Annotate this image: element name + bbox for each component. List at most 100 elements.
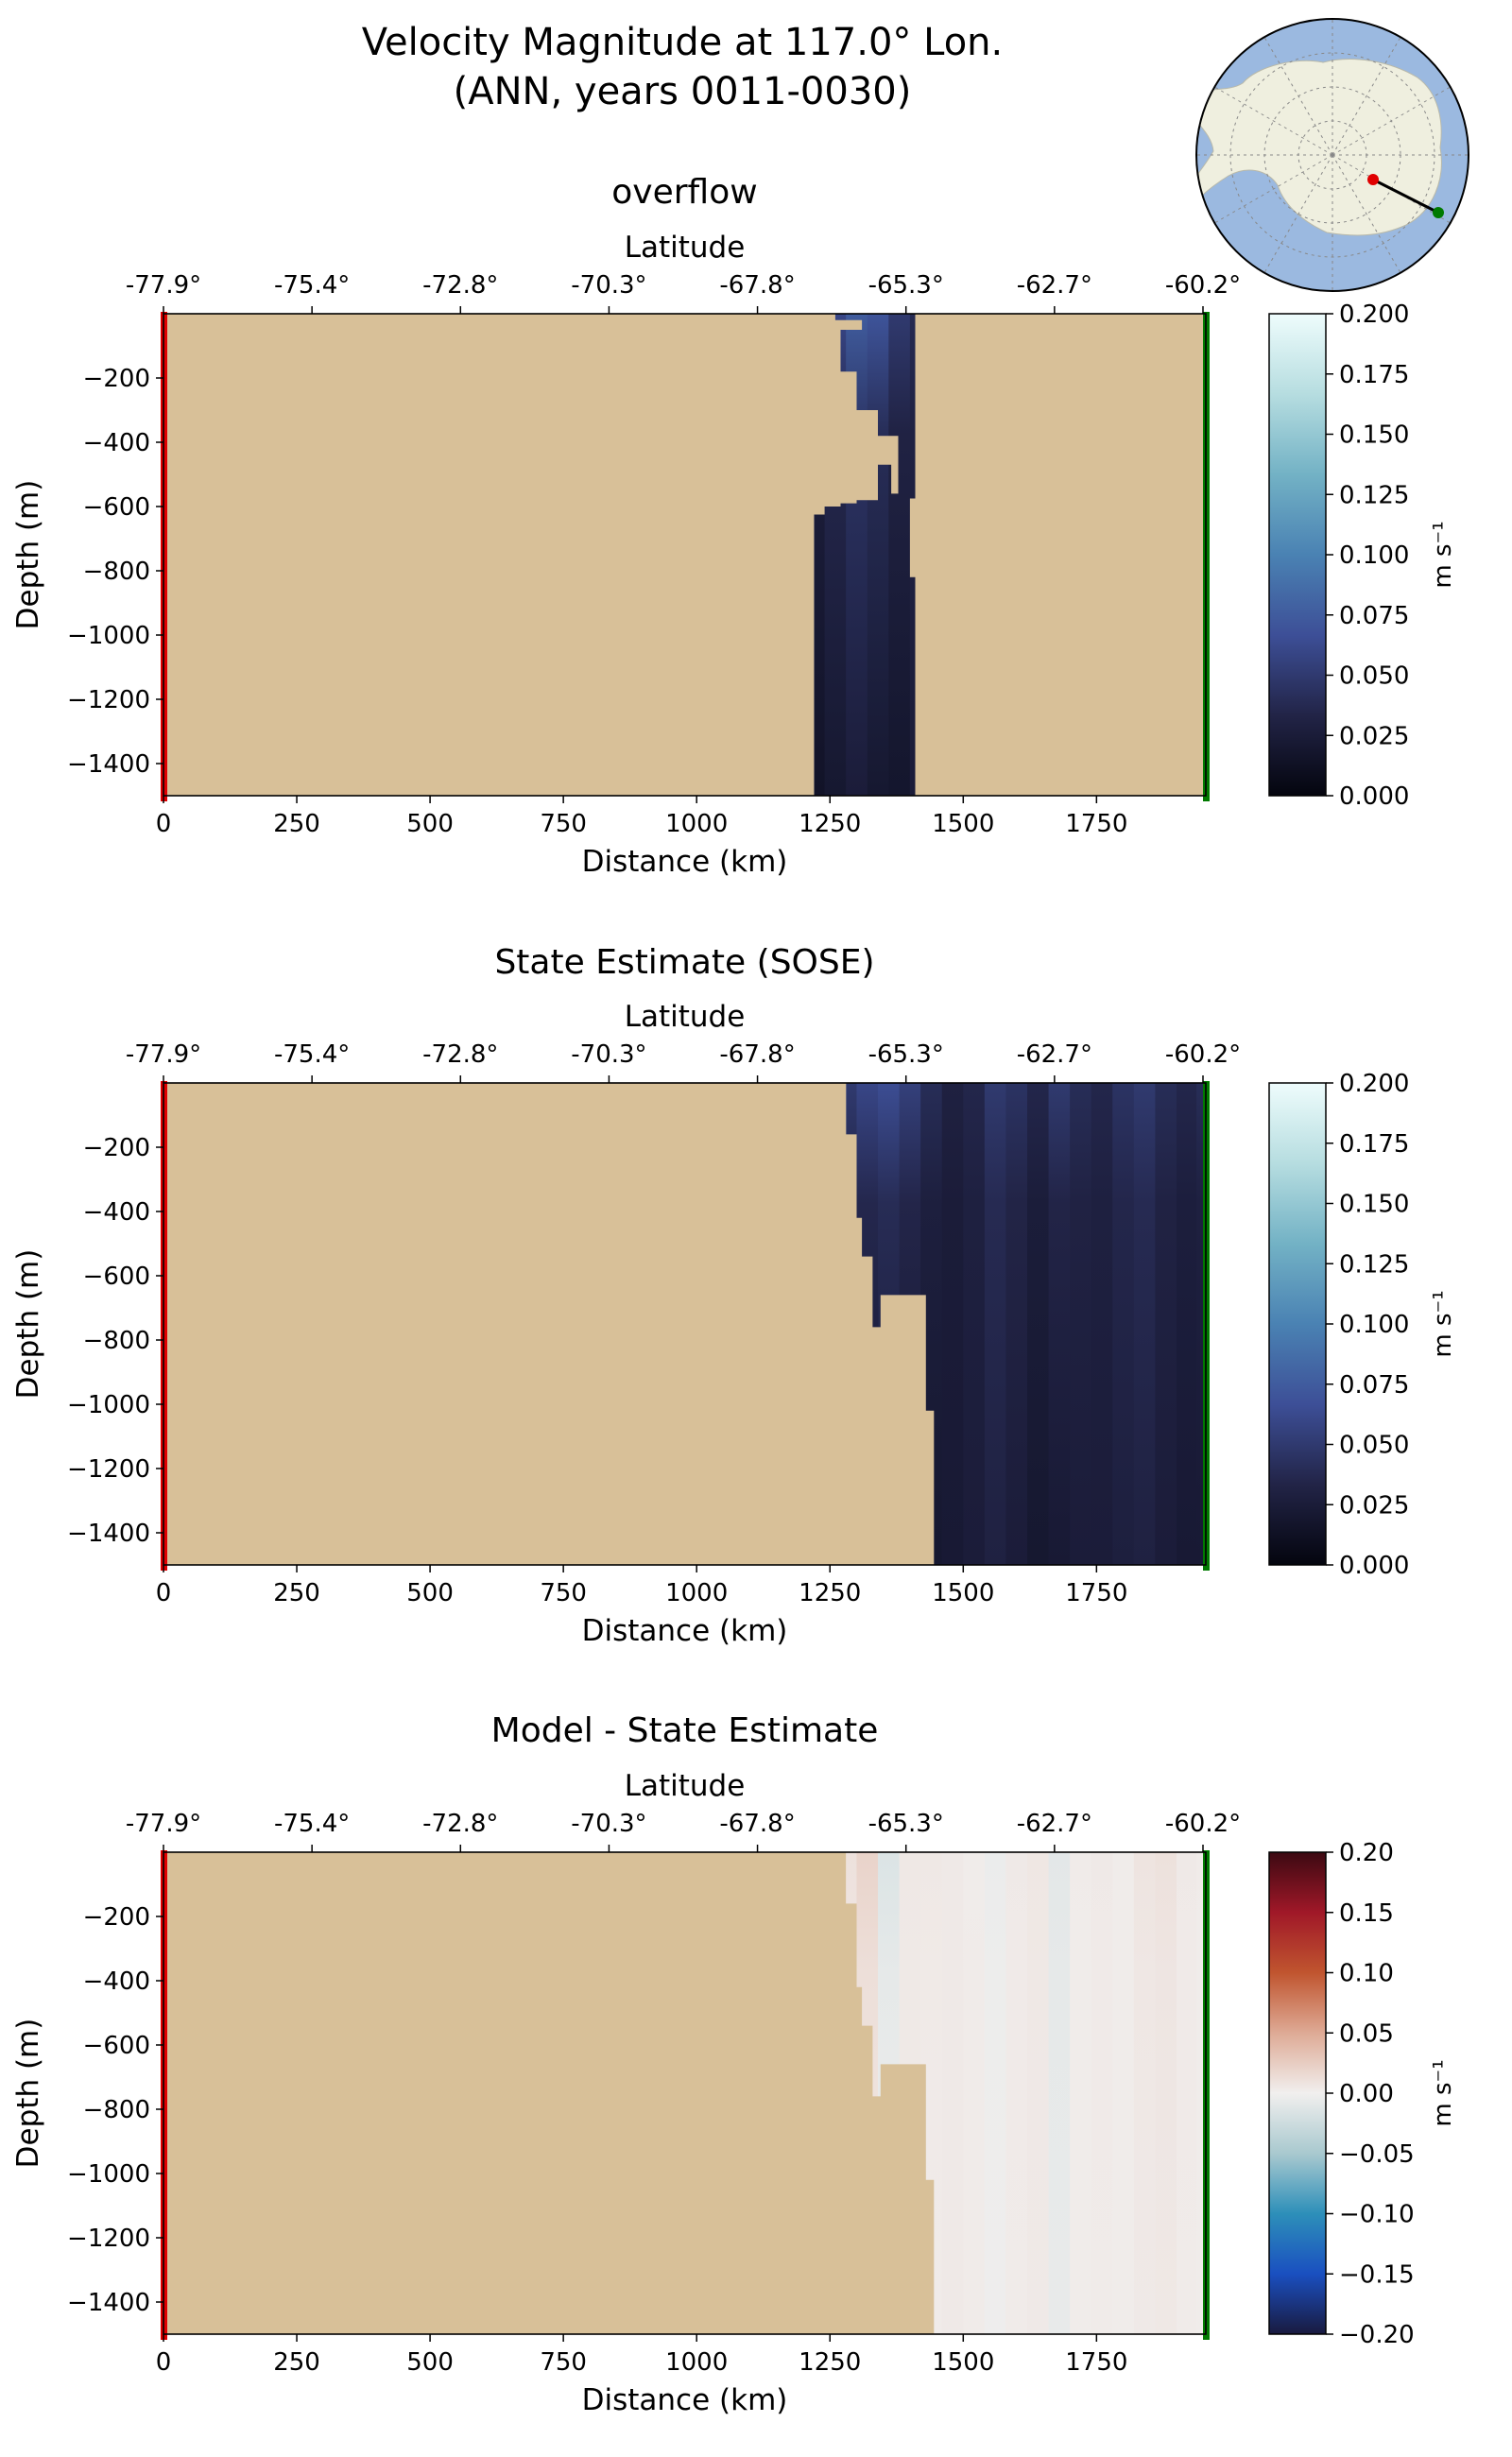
ocean-column [814, 314, 826, 796]
x-tick-label: 500 [406, 1579, 454, 1607]
x-tick-label: 1750 [1065, 2348, 1127, 2377]
colorbar-tick-label: −0.10 [1339, 2201, 1415, 2229]
x-axis-label: Distance (km) [582, 1614, 788, 1648]
x-tick-label: 1500 [932, 810, 994, 838]
map-transect-line [1372, 178, 1439, 215]
x-tick-label: 500 [406, 2348, 454, 2377]
colorbar-tick-label: 0.050 [1339, 662, 1409, 691]
top-axis-label: Latitude [625, 1769, 746, 1803]
panel-3: Model - State Estimate Latitude -77.9° -75.… [11, 1711, 1457, 2417]
ocean-column [1133, 1083, 1157, 1565]
colorbar-tick-label: 0.125 [1339, 1250, 1409, 1279]
top-tick-label: -67.8° [719, 1810, 795, 1838]
y-tick-label: −1000 [67, 2160, 150, 2189]
y-tick-label: −400 [83, 1198, 150, 1227]
colorbar-tick-label: 0.10 [1339, 1960, 1394, 1988]
inset-map [1195, 18, 1469, 292]
colorbar-scale [1268, 313, 1327, 797]
axes-frame [163, 313, 1207, 797]
x-tick-label: 500 [406, 810, 454, 838]
ocean-column [984, 1083, 1007, 1565]
x-tick-label: 1250 [799, 810, 861, 838]
x-tick-label: 0 [156, 2348, 172, 2377]
x-axis-label: Distance (km) [582, 845, 788, 879]
colorbar-tick-label: 0.100 [1339, 1311, 1409, 1339]
colorbar-tick-label: 0.050 [1339, 1432, 1409, 1460]
map-graticule [1196, 19, 1469, 291]
x-tick-label: 250 [273, 810, 320, 838]
y-axis-label: Depth (m) [11, 1249, 45, 1400]
colorbar-tick-label: 0.20 [1339, 1839, 1394, 1867]
land-mask [163, 1083, 935, 1565]
panel-2: State Estimate (SOSE) Latitude -77.9° -75.4… [11, 943, 1457, 1648]
figure-title-line2: (ANN, years 0011-0030) [454, 70, 912, 113]
top-tick-label: -70.3° [571, 271, 646, 300]
colorbar-label: m s⁻¹ [1429, 1290, 1457, 1357]
colorbar-scale [1268, 1851, 1327, 2335]
ocean-column [1196, 1852, 1206, 2334]
ocean-column [1005, 1083, 1028, 1565]
ocean-column [1091, 1083, 1113, 1565]
x-tick-label: 0 [156, 1579, 172, 1607]
ocean-column [1155, 1083, 1177, 1565]
ocean-column [1048, 1852, 1071, 2334]
x-tick-label: 1000 [665, 2348, 728, 2377]
ocean-column [1070, 1852, 1092, 2334]
ocean-column [984, 1852, 1007, 2334]
x-tick-label: 1750 [1065, 1579, 1127, 1607]
ocean-column [888, 314, 911, 796]
x-tick-label: 250 [273, 2348, 320, 2377]
top-tick-label: -75.4° [274, 1040, 350, 1069]
colorbar-tick-label: 0.175 [1339, 1130, 1409, 1159]
colorbar-tick-label: 0.125 [1339, 481, 1409, 509]
ocean-column [1026, 1083, 1050, 1565]
top-tick-label: -77.9° [126, 271, 201, 300]
map-transect-end [1433, 207, 1444, 218]
colorbar-tick-label: 0.000 [1339, 1552, 1409, 1580]
top-axis-label: Latitude [625, 1000, 746, 1034]
colorbar-scale [1268, 1082, 1327, 1566]
top-tick-label: -67.8° [719, 271, 795, 300]
x-tick-label: 1000 [665, 1579, 728, 1607]
y-tick-label: −1400 [67, 2289, 150, 2317]
colorbar-tick-label: 0.075 [1339, 1371, 1409, 1400]
top-tick-label: -62.7° [1017, 271, 1092, 300]
top-tick-label: -75.4° [274, 1810, 350, 1838]
y-tick-label: −800 [83, 2096, 150, 2124]
colorbar-tick-label: 0.150 [1339, 421, 1409, 450]
x-tick-label: 1500 [932, 1579, 994, 1607]
colorbar-tick-label: 0.200 [1339, 1070, 1409, 1098]
y-tick-label: −200 [83, 1903, 150, 1932]
ocean-column [1133, 1852, 1157, 2334]
top-axis-label: Latitude [625, 231, 746, 265]
colorbar-tick-label: −0.05 [1339, 2140, 1415, 2169]
top-tick-label: -72.8° [422, 271, 498, 300]
colorbar: 0.000 0.025 0.050 0.075 0.100 0.125 0.150 0.175… [1268, 1070, 1457, 1580]
colorbar-tick-label: 0.15 [1339, 1899, 1394, 1928]
colorbar-tick-label: 0.175 [1339, 361, 1409, 389]
y-tick-label: −1200 [67, 1455, 150, 1484]
y-tick-label: −400 [83, 1967, 150, 1996]
x-tick-label: 1750 [1065, 810, 1127, 838]
colorbar: −0.20 −0.15 −0.10 −0.05 0.00 0.05 0.10 0.15 0.20… [1268, 1839, 1457, 2349]
ocean-column [1155, 1852, 1177, 2334]
x-tick-label: 1000 [665, 810, 728, 838]
panel-title: State Estimate (SOSE) [494, 943, 874, 982]
map-border [1195, 18, 1469, 292]
panels: overflow Latitude -77.9° -75.4° -72.8° -70.3°… [11, 173, 1457, 2417]
top-tick-label: -77.9° [126, 1040, 201, 1069]
top-tick-label: -72.8° [422, 1810, 498, 1838]
ocean-column [1112, 1852, 1135, 2334]
antarctica-land [1196, 59, 1442, 236]
top-tick-label: -72.8° [422, 1040, 498, 1069]
colorbar-label: m s⁻¹ [1429, 2059, 1457, 2126]
y-tick-label: −400 [83, 429, 150, 457]
y-tick-label: −800 [83, 558, 150, 586]
ocean-column [1112, 1083, 1135, 1565]
colorbar-tick-label: 0.200 [1339, 301, 1409, 329]
panel-title: Model - State Estimate [491, 1711, 879, 1750]
colorbar-tick-label: 0.100 [1339, 541, 1409, 570]
ocean-column [867, 314, 889, 796]
colorbar-tick-label: 0.150 [1339, 1191, 1409, 1219]
